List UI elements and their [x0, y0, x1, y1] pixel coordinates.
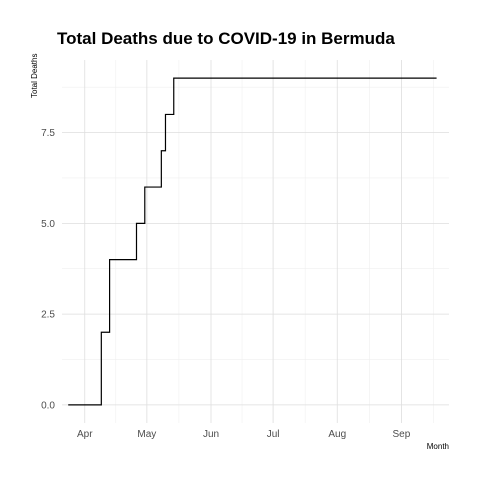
x-tick-label: Aug	[328, 429, 346, 440]
x-axis-tick-labels: Apr May Jun Jul Aug Sep	[77, 429, 411, 440]
y-tick-label: 5.0	[41, 219, 55, 230]
x-axis-label: Month	[427, 442, 449, 451]
y-axis-tick-labels: 0.0 2.5 5.0 7.5	[41, 128, 55, 411]
y-tick-label: 0.0	[41, 400, 55, 411]
y-tick-label: 2.5	[41, 310, 55, 321]
series-line	[68, 77, 437, 406]
x-tick-label: Jul	[267, 429, 280, 440]
x-tick-label: Apr	[77, 429, 93, 440]
y-tick-label: 7.5	[41, 128, 55, 139]
x-tick-label: Sep	[393, 429, 411, 440]
grid-lines	[62, 60, 449, 423]
x-tick-label: May	[137, 429, 156, 440]
y-axis-label: Total Deaths	[30, 54, 39, 98]
x-tick-label: Jun	[203, 429, 219, 440]
series-group	[68, 77, 437, 406]
chart-title: Total Deaths due to COVID-19 in Bermuda	[57, 29, 395, 48]
